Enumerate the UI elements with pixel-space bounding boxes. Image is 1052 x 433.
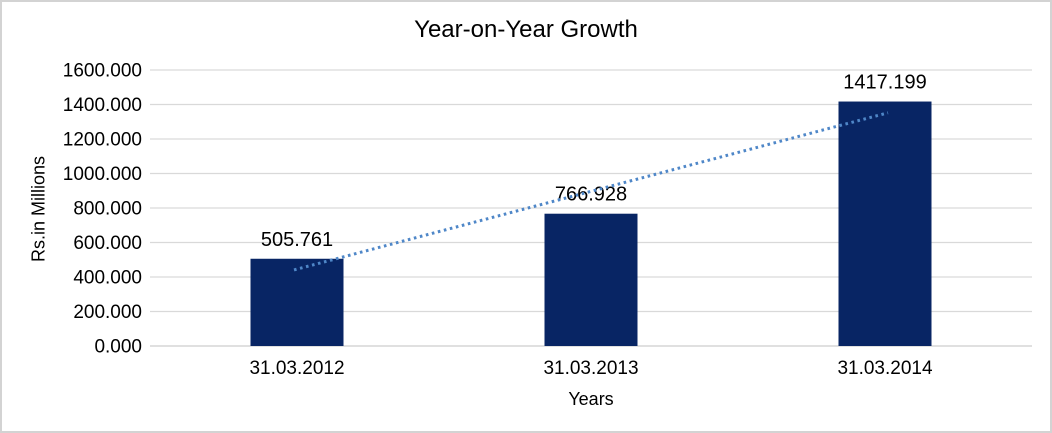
y-tick-label: 600.000 [73, 233, 142, 254]
bar-31.03.2014[interactable] [838, 101, 932, 346]
y-tick-label: 1600.000 [63, 61, 142, 82]
x-tick-label: 31.03.2013 [543, 358, 638, 379]
y-tick-label: 0.000 [94, 337, 142, 358]
x-axis-title: Years [568, 389, 614, 409]
chart-title: Year-on-Year Growth [414, 16, 638, 43]
y-tick-label: 1200.000 [63, 130, 142, 151]
x-tick-label: 31.03.2014 [837, 358, 933, 379]
y-tick-label: 200.000 [73, 302, 142, 323]
bar-data-label: 505.761 [261, 229, 333, 251]
y-tick-label: 1000.000 [63, 164, 142, 185]
bar-data-label: 1417.199 [843, 72, 926, 94]
y-tick-label: 1400.000 [63, 95, 142, 116]
y-tick-label: 400.000 [73, 268, 142, 289]
bar-31.03.2012[interactable] [250, 258, 344, 346]
x-tick-label: 31.03.2012 [249, 358, 344, 379]
y-tick-label: 800.000 [73, 199, 142, 220]
bar-31.03.2013[interactable] [544, 213, 638, 346]
bar-data-label: 766.928 [555, 184, 627, 206]
